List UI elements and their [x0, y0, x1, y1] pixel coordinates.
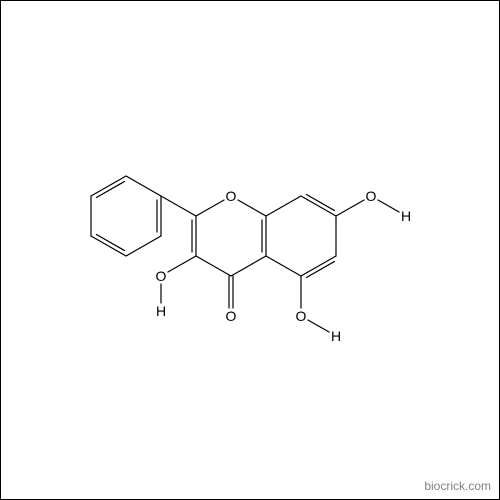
svg-text:H: H — [156, 303, 166, 319]
svg-text:O: O — [366, 188, 377, 204]
svg-text:H: H — [401, 208, 411, 224]
svg-text:O: O — [156, 268, 167, 284]
molecule-svg: O O O H O H O H — [1, 1, 499, 499]
svg-text:O: O — [296, 308, 307, 324]
svg-text:H: H — [331, 328, 341, 344]
watermark-text: biocrick.com — [424, 479, 491, 493]
svg-text:O: O — [226, 188, 237, 204]
svg-text:O: O — [226, 308, 237, 324]
structure-canvas: O O O H O H O H biocrick.com — [0, 0, 500, 500]
